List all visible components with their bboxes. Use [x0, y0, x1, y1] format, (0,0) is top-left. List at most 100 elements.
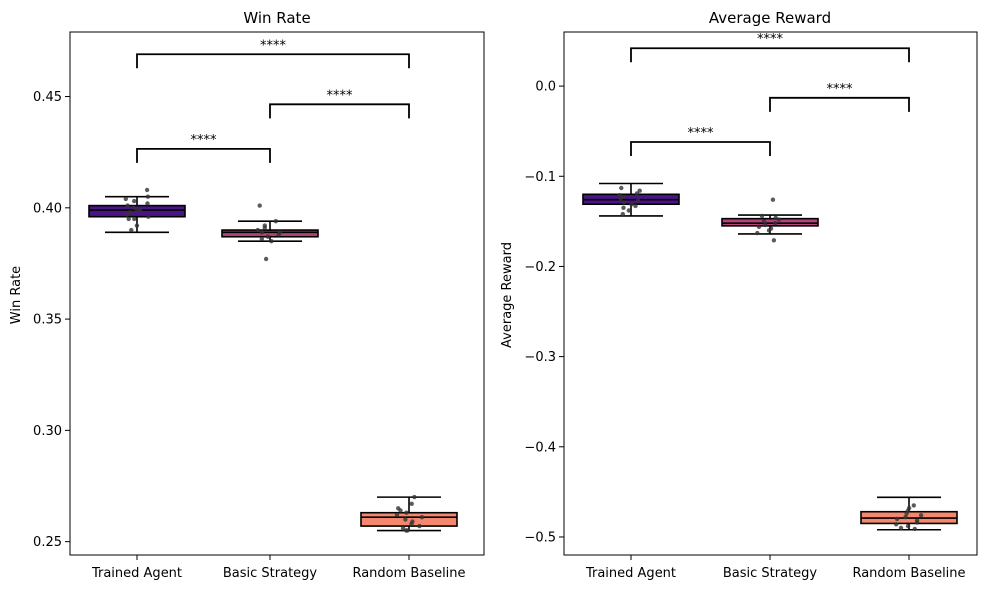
average-reward-xtick-label-basic-strategy: Basic Strategy: [723, 566, 818, 581]
average-reward-ytick-label: 0.0: [535, 80, 556, 95]
win-rate-plot-area: 0.25 0.30 0.35 0.40 0.45 Trained Agent Basic S…: [33, 31, 485, 581]
bracket-line: [136, 147, 271, 163]
significance-label: ****: [260, 38, 287, 53]
average-reward-box-basic-strategy: [721, 214, 819, 235]
win-rate-ytick-label: 0.40: [33, 201, 62, 216]
average-reward-data-point: [637, 188, 642, 193]
win-rate-xtick-label-basic-strategy: Basic Strategy: [223, 566, 318, 581]
iqr-box: [360, 511, 458, 527]
win-rate-data-point: [126, 216, 131, 222]
win-rate-data-point: [417, 523, 422, 529]
win-rate-significance-bracket: ****: [136, 133, 271, 163]
average-reward-significance-bracket: ****: [630, 32, 910, 63]
win-rate-data-point: [134, 207, 140, 213]
average-reward-ytick-label: −0.3: [524, 350, 556, 365]
win-rate-significance-bracket: ****: [269, 88, 410, 119]
average-reward-data-point: [756, 224, 762, 229]
average-reward-axes-frame: [563, 31, 978, 556]
win-rate-data-point: [132, 198, 137, 204]
average-reward-title: Average Reward: [709, 9, 831, 27]
bracket-line: [136, 53, 410, 69]
average-reward-data-point: [894, 522, 899, 527]
bracket-line: [269, 103, 410, 119]
bracket-line: [769, 96, 910, 112]
average-reward-data-point: [621, 200, 627, 205]
bracket-line: [630, 47, 910, 63]
average-reward-plot-area: 0.0 −0.1 −0.2 −0.3 −0.4 −0.5 Trained Agent Basi…: [524, 31, 978, 581]
significance-label: ****: [327, 88, 354, 103]
win-rate-panel: Win Rate Win Rate 0.25 0.30 0.35 0.40 0.45 Tr…: [9, 9, 485, 581]
win-rate-ytick-label: 0.35: [33, 313, 62, 328]
win-rate-data-point: [129, 227, 134, 233]
win-rate-data-point: [259, 236, 264, 242]
average-reward-data-point: [914, 520, 920, 525]
win-rate-significance-bracket: ****: [136, 38, 410, 69]
win-rate-ylabel: Win Rate: [9, 266, 24, 324]
average-reward-ylabel: Average Reward: [500, 242, 515, 348]
average-reward-data-point: [619, 185, 624, 191]
win-rate-ytick-label: 0.25: [33, 535, 62, 550]
average-reward-xtick-label-random-baseline: Random Baseline: [852, 566, 965, 581]
average-reward-data-point: [617, 193, 622, 198]
win-rate-data-point: [255, 227, 260, 233]
win-rate-data-point: [276, 232, 281, 237]
win-rate-ytick-label: 0.45: [33, 90, 62, 105]
average-reward-panel: Average Reward Average Reward 0.0 −0.1 −0.…: [500, 9, 978, 581]
significance-label: ****: [191, 133, 218, 148]
significance-label: ****: [688, 126, 715, 141]
win-rate-data-point: [398, 508, 403, 513]
iqr-box: [221, 229, 319, 238]
win-rate-title: Win Rate: [243, 9, 310, 27]
average-reward-data-point: [622, 194, 627, 200]
average-reward-data-point: [911, 503, 916, 508]
average-reward-ytick-label: −0.2: [524, 260, 556, 275]
win-rate-data-point: [125, 203, 130, 208]
win-rate-xtick-label-trained-agent: Trained Agent: [91, 566, 182, 581]
average-reward-ytick-label: −0.4: [524, 440, 556, 455]
average-reward-data-point: [618, 196, 623, 201]
win-rate-data-point: [138, 207, 143, 213]
average-reward-data-point: [635, 198, 641, 203]
average-reward-data-point: [759, 213, 765, 219]
win-rate-data-point: [145, 194, 151, 199]
average-reward-data-point: [629, 202, 634, 207]
average-reward-data-point: [766, 228, 772, 233]
win-rate-data-point: [409, 521, 414, 526]
average-reward-data-point: [776, 217, 782, 222]
average-reward-data-point: [770, 197, 776, 202]
win-rate-data-point: [412, 494, 417, 500]
win-rate-data-point: [265, 234, 271, 239]
win-rate-data-point: [409, 501, 414, 506]
win-rate-data-point: [131, 205, 136, 210]
average-reward-data-point: [912, 526, 917, 532]
average-reward-data-point: [903, 514, 908, 520]
average-reward-box-random-baseline: [860, 496, 958, 531]
average-reward-box-trained-agent: [582, 182, 680, 217]
win-rate-data-point: [146, 214, 151, 219]
win-rate-data-point: [134, 223, 140, 228]
average-reward-data-point: [773, 221, 778, 226]
average-reward-data-point: [771, 238, 777, 243]
average-reward-ytick-label: −0.5: [524, 530, 556, 545]
average-reward-data-point: [905, 523, 911, 529]
win-rate-data-point: [124, 212, 130, 217]
average-reward-data-point: [634, 191, 640, 196]
average-reward-data-point: [918, 513, 924, 518]
win-rate-box-basic-strategy: [221, 220, 319, 242]
significance-label: ****: [757, 32, 784, 47]
win-rate-data-point: [144, 187, 150, 193]
average-reward-data-point: [904, 511, 909, 516]
win-rate-data-point: [404, 510, 409, 515]
win-rate-data-point: [403, 517, 408, 522]
average-reward-data-point: [773, 215, 778, 220]
win-rate-data-point: [132, 216, 137, 222]
win-rate-data-point: [262, 225, 267, 230]
average-reward-data-point: [894, 516, 900, 522]
average-reward-xtick-label-trained-agent: Trained Agent: [585, 566, 676, 581]
win-rate-data-point: [419, 515, 425, 520]
win-rate-xtick-label-random-baseline: Random Baseline: [352, 566, 465, 581]
win-rate-data-point: [145, 201, 150, 206]
win-rate-data-point: [263, 256, 269, 262]
win-rate-data-point: [123, 196, 128, 202]
